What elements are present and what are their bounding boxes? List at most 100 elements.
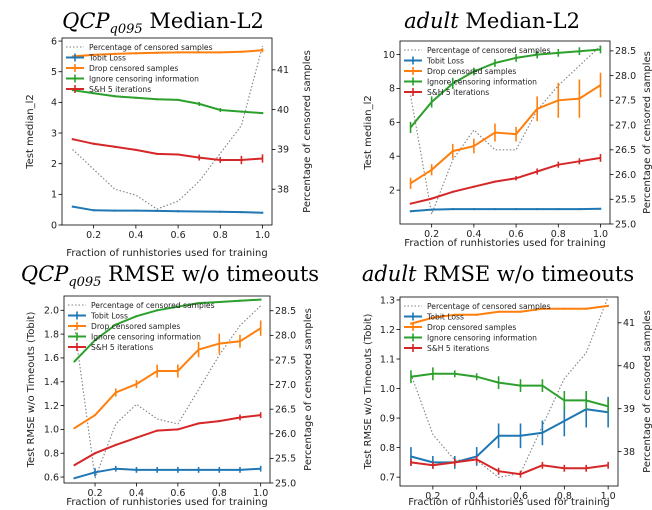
legend-label-censored: Percentage of censored samples: [91, 301, 215, 310]
legend-label-sh: S&H 5 iterations: [427, 344, 489, 353]
legend-label-censored: Percentage of censored samples: [427, 46, 551, 55]
chart-panel-qcp-rmse: QCPq095 RMSE w/o timeouts 0.2 0.4 0.6 0.8 1.…: [21, 262, 319, 508]
x-tick-label: 0.8: [557, 491, 572, 502]
series-line-sh: [410, 156, 601, 205]
y2-tick-label: 25.5: [275, 454, 296, 465]
y2-tick-label: 27.5: [275, 355, 296, 366]
series-line-tobit: [72, 205, 263, 214]
series-line-ignore: [73, 298, 261, 363]
y-tick-label: 1.1: [380, 354, 395, 365]
y-tick-label: 4: [389, 152, 395, 163]
x-tick-label: 0.4: [128, 230, 143, 241]
y2-axis-label: Percentage of censored samples: [642, 51, 652, 214]
series-line-sh: [73, 414, 261, 466]
y2-tick-label: 26.5: [615, 145, 636, 156]
plot-series-group: [410, 297, 609, 478]
x-tick-label: 0.8: [213, 230, 228, 241]
y2-tick-label: 38: [623, 447, 635, 458]
y2-tick-label: 26.0: [275, 429, 296, 440]
y-tick-label: 6: [51, 36, 57, 47]
legend-label-censored: Percentage of censored samples: [89, 43, 213, 52]
x-tick-label: 0.8: [212, 488, 227, 499]
series-line-tobit: [74, 467, 261, 480]
x-tick-label: 0.8: [551, 229, 566, 240]
legend-label-ignore: Ignore censoring information: [427, 77, 537, 86]
y-tick-label: 1: [51, 190, 57, 201]
plot-area: 0.2 0.4 0.6 0.8 1.0 0 1 2 3 4 5 6 38 39 40 41 Percentage…: [51, 36, 289, 241]
plot-series-group: [71, 45, 264, 214]
legend-label-tobit: Tobit Loss: [426, 312, 464, 321]
panel-title: QCPq095 Median-L2: [62, 9, 264, 37]
x-tick-label: 0.4: [466, 229, 481, 240]
series-line-ignore: [410, 372, 609, 408]
y2-axis-label: Percentage of censored samples: [642, 310, 652, 473]
series-line-drop: [410, 84, 602, 185]
series-line-sh: [410, 458, 609, 476]
y-tick-label: 1.2: [44, 401, 59, 412]
y-tick-label: 1.8: [44, 329, 59, 340]
x-tick-label: 0.2: [86, 230, 101, 241]
y2-tick-label: 39: [277, 145, 289, 156]
y-axis-label: Test median_l2: [363, 95, 374, 171]
y2-tick-label: 28.5: [275, 306, 296, 317]
legend-label-censored: Percentage of censored samples: [427, 302, 551, 311]
legend-label-sh: S&H 5 iterations: [89, 85, 151, 94]
legend-label-sh: S&H 5 iterations: [427, 88, 489, 97]
chart-panel-adult-rmse: adult RMSE w/o timeouts 0.2 0.4 0.6 0.8 1.00…: [362, 262, 652, 508]
y2-tick-label: 41: [277, 65, 289, 76]
y-tick-label: 6: [389, 118, 395, 129]
y2-tick-label: 28.0: [615, 71, 636, 82]
series-line-sh: [72, 138, 263, 161]
y2-tick-label: 27.0: [275, 380, 296, 391]
y2-tick-label: 26.5: [275, 404, 296, 415]
plot-frame: [399, 296, 619, 487]
plot-area: 0.2 0.4 0.6 0.8 1.0 2 4 6 8 10 25.0 25.5 26.0 26.5 27.…: [383, 40, 636, 240]
legend-label-sh: S&H 5 iterations: [91, 343, 153, 352]
y-tick-label: 1.2: [380, 325, 395, 336]
legend-label-ignore: Ignore censoring information: [89, 74, 199, 83]
x-tick-label: 0.2: [425, 491, 440, 502]
x-axis-label: Fraction of runhistories used for traini…: [66, 248, 267, 259]
series-line-censored: [72, 45, 264, 210]
y-tick-label: 0: [51, 220, 57, 231]
series-line-censored: [73, 305, 262, 479]
plot-series-group: [73, 298, 262, 480]
series-line-tobit: [410, 408, 609, 464]
y-tick-label: 4: [51, 98, 57, 109]
chart-panel-qcp-median: QCPq095 Median-L2 0.2 0.4 0.6 0.8 1.0 0 1 2 3 4 5 6…: [25, 9, 313, 259]
y2-axis-label: Percentage of censored samples: [303, 308, 314, 471]
y-tick-label: 0.7: [380, 472, 395, 483]
legend-label-drop: Drop censored samples: [427, 67, 516, 76]
series-line-drop: [72, 49, 263, 58]
plot-frame: [63, 295, 271, 484]
y-tick-label: 0.9: [380, 413, 395, 424]
plot-frame: [399, 40, 611, 225]
series-line-ignore: [72, 89, 263, 115]
legend-label-tobit: Tobit Loss: [90, 311, 128, 320]
x-tick-label: 0.4: [469, 491, 484, 502]
y-tick-label: 1.4: [44, 377, 59, 388]
x-tick-label: 0.6: [513, 491, 528, 502]
plot-area: 0.2 0.4 0.6 0.8 1.0 0.6 0.8 1.0 1.2 1.4 1.6 1.8 2.0 2…: [44, 295, 296, 499]
y-axis-label: Test RMSE w/o Timeouts (Tobit): [26, 312, 37, 469]
legend-label-drop: Drop censored samples: [89, 64, 178, 73]
y-tick-label: 2.0: [44, 306, 59, 317]
x-axis-label: Fraction of runhistories used for traini…: [404, 238, 605, 249]
panel-title: adult Median-L2: [404, 9, 580, 33]
series-line-tobit: [410, 207, 601, 213]
y2-axis-label: Percentage of censored samples: [302, 50, 313, 213]
x-tick-label: 0.4: [129, 488, 144, 499]
y-tick-label: 2: [51, 159, 57, 170]
y-tick-label: 5: [51, 67, 57, 78]
y2-tick-label: 25.0: [275, 478, 296, 489]
y2-tick-label: 39: [623, 404, 635, 415]
y-tick-label: 0.8: [44, 449, 59, 460]
y2-tick-label: 28.5: [615, 46, 636, 57]
legend-label-drop: Drop censored samples: [427, 323, 516, 332]
plot-frame: [61, 37, 273, 226]
x-tick-label: 0.6: [170, 488, 185, 499]
y2-tick-label: 38: [277, 184, 289, 195]
panel-title: adult RMSE w/o timeouts: [362, 262, 634, 286]
y-tick-label: 1.6: [44, 353, 59, 364]
x-tick-label: 0.6: [509, 229, 524, 240]
